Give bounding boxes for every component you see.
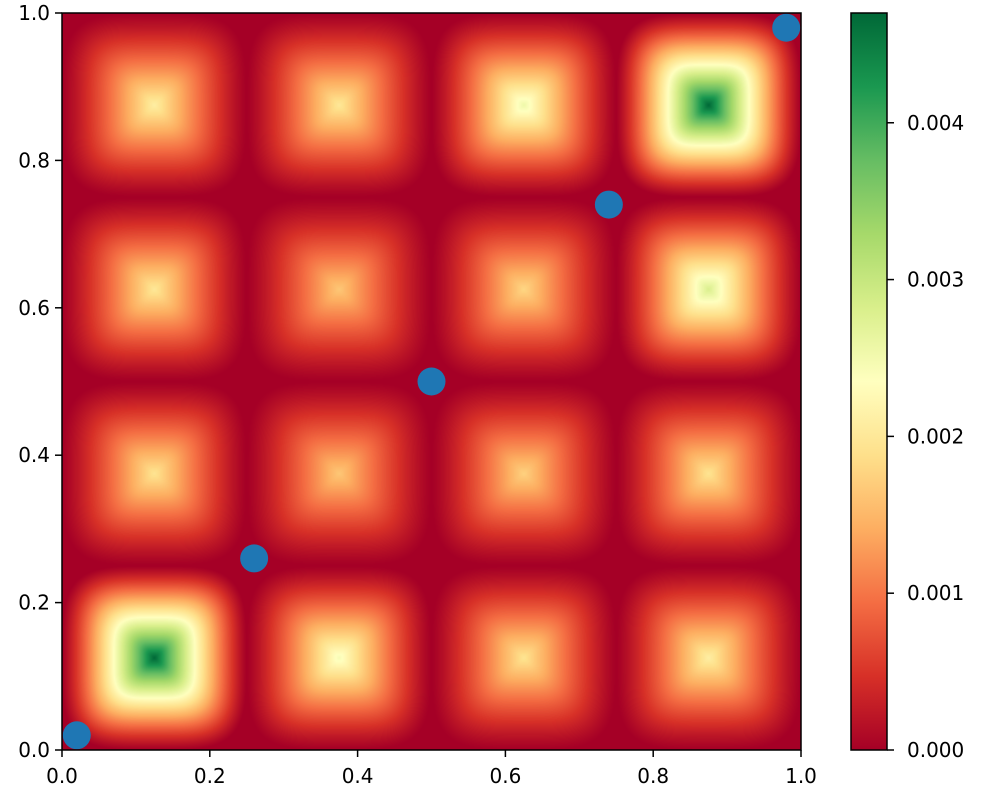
colorbar-tick-label: 0.001: [907, 581, 964, 605]
y-tick-label: 0.8: [18, 148, 50, 172]
y-tick-label: 0.0: [18, 738, 50, 762]
colorbar-tick-label: 0.000: [907, 738, 964, 762]
scatter-point: [62, 721, 91, 750]
scatter-point: [417, 367, 446, 396]
plot-frame: [61, 12, 802, 751]
colorbar-gradient: [850, 12, 888, 751]
x-axis: 0.0 0.2 0.4 0.6 0.8 1.0: [46, 750, 817, 788]
x-tick-label: 1.0: [785, 764, 817, 788]
scatter-point: [772, 13, 801, 42]
x-tick-label: 0.6: [489, 764, 521, 788]
y-tick-label: 1.0: [18, 1, 50, 25]
colorbar-tick-label: 0.003: [907, 268, 964, 292]
colorbar-tick-label: 0.004: [907, 111, 964, 135]
y-axis: 0.0 0.2 0.4 0.6 0.8 1.0: [18, 1, 62, 762]
x-tick-label: 0.4: [342, 764, 374, 788]
x-tick-label: 0.8: [637, 764, 669, 788]
scatter-point: [240, 544, 269, 573]
y-tick-label: 0.4: [18, 443, 50, 467]
colorbar: 0.000 0.001 0.002 0.003 0.004: [850, 12, 964, 762]
colorbar-tick-label: 0.002: [907, 424, 964, 448]
y-tick-label: 0.6: [18, 296, 50, 320]
y-tick-label: 0.2: [18, 591, 50, 615]
x-tick-label: 0.0: [46, 764, 78, 788]
plot-area: [61, 12, 802, 751]
x-tick-label: 0.2: [194, 764, 226, 788]
scatter-point: [594, 190, 623, 219]
